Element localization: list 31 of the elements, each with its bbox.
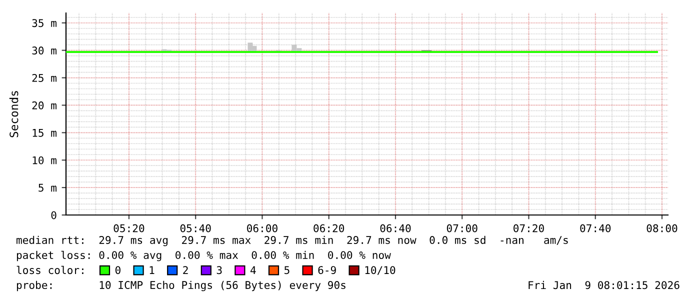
y-tick-label: 30 m: [32, 46, 56, 55]
x-tick-label: 05:40: [180, 224, 211, 232]
legend-title: loss color:: [16, 266, 84, 274]
x-tick-label: 07:40: [580, 224, 611, 232]
legend-label: 5: [284, 266, 290, 274]
y-tick-label: 35 m: [32, 19, 56, 28]
legend-label: 4: [250, 266, 256, 274]
y-tick-label: 10 m: [32, 156, 56, 164]
x-tick-label: 08:00: [646, 224, 678, 232]
legend-label: 10/10: [365, 266, 396, 275]
x-tick-label: 06:40: [380, 224, 411, 232]
x-tick-label: 06:20: [314, 224, 344, 232]
y-tick-label: 5 m: [38, 184, 56, 192]
legend-label: 2: [183, 266, 188, 274]
x-tick-label: 07:00: [446, 224, 478, 232]
x-tick-label: 07:20: [514, 224, 544, 232]
y-axis-title: Seconds: [9, 91, 18, 138]
text: median rtt: 29.7 ms avg 29.7 ms max 29.7 ms min 29.7 ms now 0.0 ms sd -nan am/s: [16, 236, 568, 246]
y-tick-label: 20 m: [32, 101, 56, 110]
x-tick-label: 06:00: [247, 224, 278, 232]
text: Fri Jan 9 08:01:15 2026: [528, 280, 680, 290]
text: packet loss: 0.00 % avg 0.00 % max 0.00 % min 0.00 % now: [16, 250, 391, 262]
legend-label: 3: [216, 266, 222, 274]
x-tick-label: 05:20: [114, 224, 144, 232]
y-tick-label: 15 m: [32, 129, 56, 137]
legend-label: 6-9: [318, 266, 336, 274]
legend-label: 1: [150, 266, 154, 274]
legend-label: 0: [115, 266, 120, 274]
text: probe: 10 ICMP Echo Pings (56 Bytes) every 90s: [16, 280, 346, 292]
y-tick-label: 0: [51, 211, 56, 220]
y-tick-label: 25 m: [32, 74, 56, 82]
